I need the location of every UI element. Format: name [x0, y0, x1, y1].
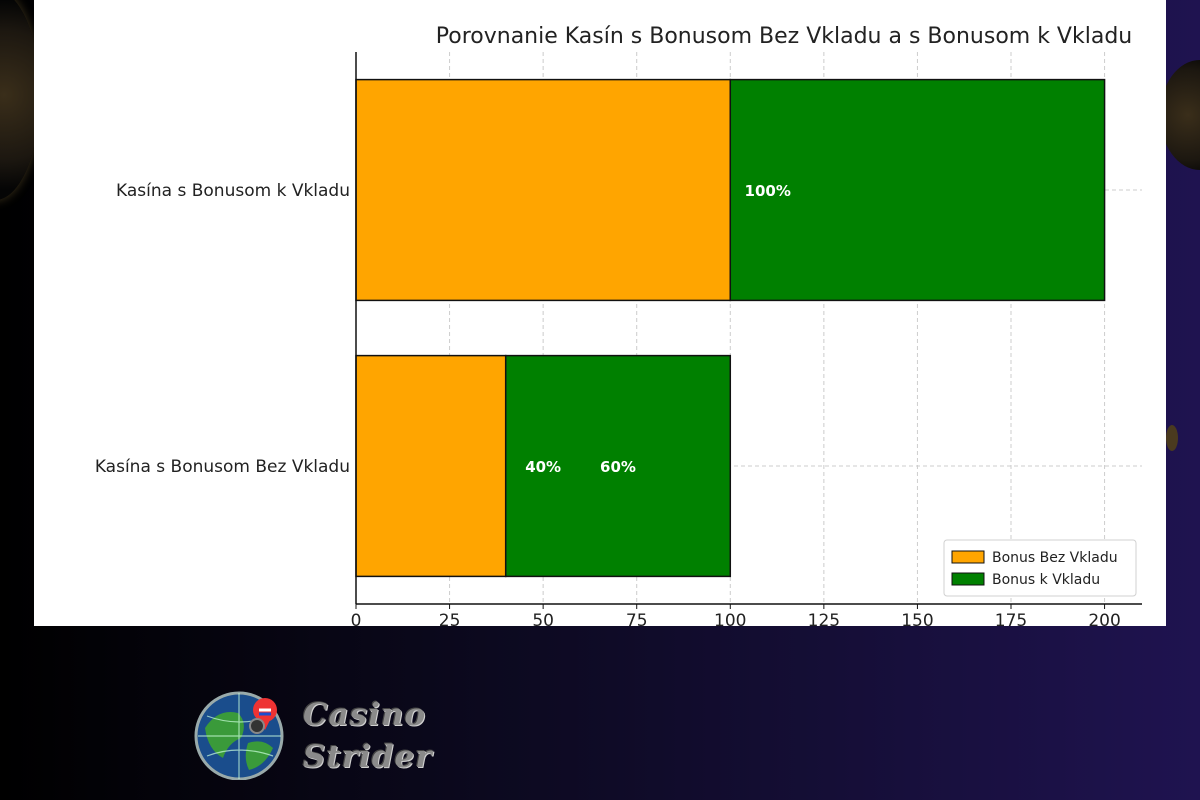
- x-tick-label-25: 25: [439, 611, 461, 626]
- brand-line-2: Strider: [303, 739, 433, 775]
- casino-chip-decoration-right: [1160, 60, 1200, 170]
- data-label-0: 40%: [525, 458, 561, 476]
- casino-chip-decoration-right-small: [1166, 425, 1178, 451]
- x-tick-label-175: 175: [995, 611, 1027, 626]
- brand-line-1: Casino: [303, 697, 427, 733]
- x-tick-label-50: 50: [532, 611, 554, 626]
- x-tick-label-200: 200: [1088, 611, 1120, 626]
- brand-wordmark: Casino Strider: [303, 694, 433, 778]
- legend-swatch-0: [951, 550, 985, 564]
- casino-strider-logo: Casino Strider: [193, 688, 453, 784]
- bar-1-1: [729, 78, 1106, 302]
- data-label-2: 100%: [745, 182, 791, 200]
- axes: Kasína s Bonusom Bez Vkladu Kasína s Bonu…: [95, 52, 1142, 626]
- legend-swatch-1: [951, 572, 985, 586]
- chart-title: Porovnanie Kasín s Bonusom Bez Vkladu a …: [436, 24, 1132, 49]
- bar-1-0: [504, 354, 732, 578]
- x-tick-label-125: 125: [808, 611, 840, 626]
- x-tick-label-150: 150: [901, 611, 933, 626]
- data-labels: 40% 60% 100%: [525, 182, 791, 476]
- legend-label-0: Bonus Bez Vkladu: [992, 550, 1118, 566]
- x-tick-label-0: 0: [351, 611, 362, 626]
- stacked-bar-chart: Kasína s Bonusom Bez Vkladu Kasína s Bonu…: [95, 24, 1142, 626]
- chart-panel: Kasína s Bonusom Bez Vkladu Kasína s Bonu…: [34, 0, 1166, 626]
- x-tick-label-75: 75: [626, 611, 648, 626]
- legend-label-1: Bonus k Vkladu: [992, 572, 1100, 588]
- globe-icon: [194, 691, 284, 780]
- legend: Bonus Bez Vkladu Bonus k Vkladu: [943, 539, 1137, 597]
- bar-0-1: [355, 78, 732, 302]
- bar-0-0: [355, 354, 507, 578]
- y-tick-label-0: Kasína s Bonusom Bez Vkladu: [95, 457, 350, 477]
- bars: [355, 78, 1106, 578]
- legend-box: [943, 539, 1137, 597]
- x-tick-label-100: 100: [714, 611, 746, 626]
- y-tick-label-1: Kasína s Bonusom k Vkladu: [116, 181, 350, 201]
- data-label-1: 60%: [600, 458, 636, 476]
